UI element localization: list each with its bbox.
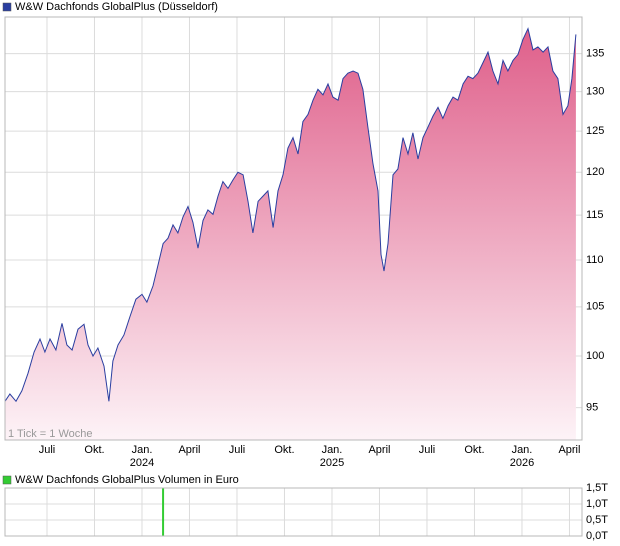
y-tick-label: 135 [586, 48, 604, 60]
y-tick-label: 115 [586, 209, 604, 221]
legend-label: W&W Dachfonds GlobalPlus Volumen in Euro [15, 474, 239, 486]
legend-swatch [2, 475, 12, 485]
x-tick-label: Juli [229, 444, 246, 456]
x-tick-label: Juli [39, 444, 56, 456]
y-tick-label: 105 [586, 301, 604, 313]
x-tick-label: April [368, 444, 390, 456]
x-tick-label: Okt. [274, 444, 294, 456]
y-tick-label: 130 [586, 86, 604, 98]
y-tick-label: 100 [586, 350, 604, 362]
volume-bar [162, 488, 165, 536]
y-tick-label: 110 [586, 254, 604, 266]
price-line [4, 27, 577, 403]
y-tick-label: 0,5T [586, 514, 608, 526]
plot-frame [4, 487, 583, 537]
y-tick-label: 125 [586, 125, 604, 137]
x-tick-label: Jan. [132, 444, 153, 456]
legend-label: W&W Dachfonds GlobalPlus (Düsseldorf) [15, 1, 218, 13]
x-tick-label: Jan. [512, 444, 533, 456]
x-tick-label: Okt. [464, 444, 484, 456]
x-year-label: 2026 [510, 457, 534, 469]
y-tick-label: 120 [586, 166, 604, 178]
note: 1 Tick = 1 Woche [8, 428, 92, 440]
x-year-label: 2024 [130, 457, 154, 469]
x-year-label: 2025 [320, 457, 344, 469]
plot-frame [4, 16, 583, 441]
x-tick-label: April [178, 444, 200, 456]
x-tick-label: Jan. [322, 444, 343, 456]
area-fill [5, 28, 576, 440]
legend-swatch [2, 2, 12, 12]
x-tick-label: Juli [419, 444, 436, 456]
y-tick-label: 1,5T [586, 482, 608, 494]
y-tick-label: 95 [586, 402, 598, 414]
x-tick-label: Okt. [84, 444, 104, 456]
y-tick-label: 1,0T [586, 498, 608, 510]
y-tick-label: 0,0T [586, 530, 608, 542]
x-tick-label: April [558, 444, 580, 456]
